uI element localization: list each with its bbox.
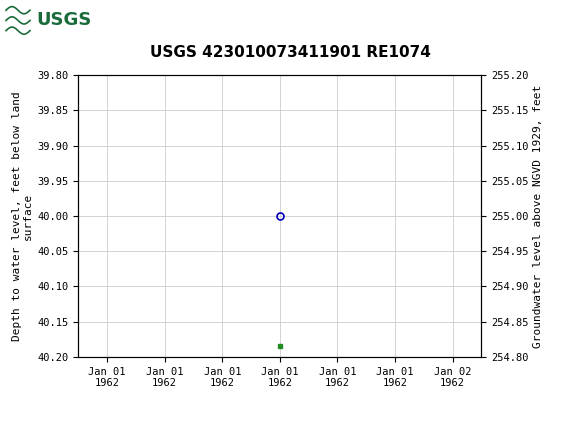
Y-axis label: Groundwater level above NGVD 1929, feet: Groundwater level above NGVD 1929, feet — [533, 84, 543, 348]
Text: USGS: USGS — [36, 12, 92, 29]
Text: USGS 423010073411901 RE1074: USGS 423010073411901 RE1074 — [150, 45, 430, 60]
Bar — [4, 3, 76, 38]
Y-axis label: Depth to water level, feet below land
surface: Depth to water level, feet below land su… — [12, 91, 33, 341]
